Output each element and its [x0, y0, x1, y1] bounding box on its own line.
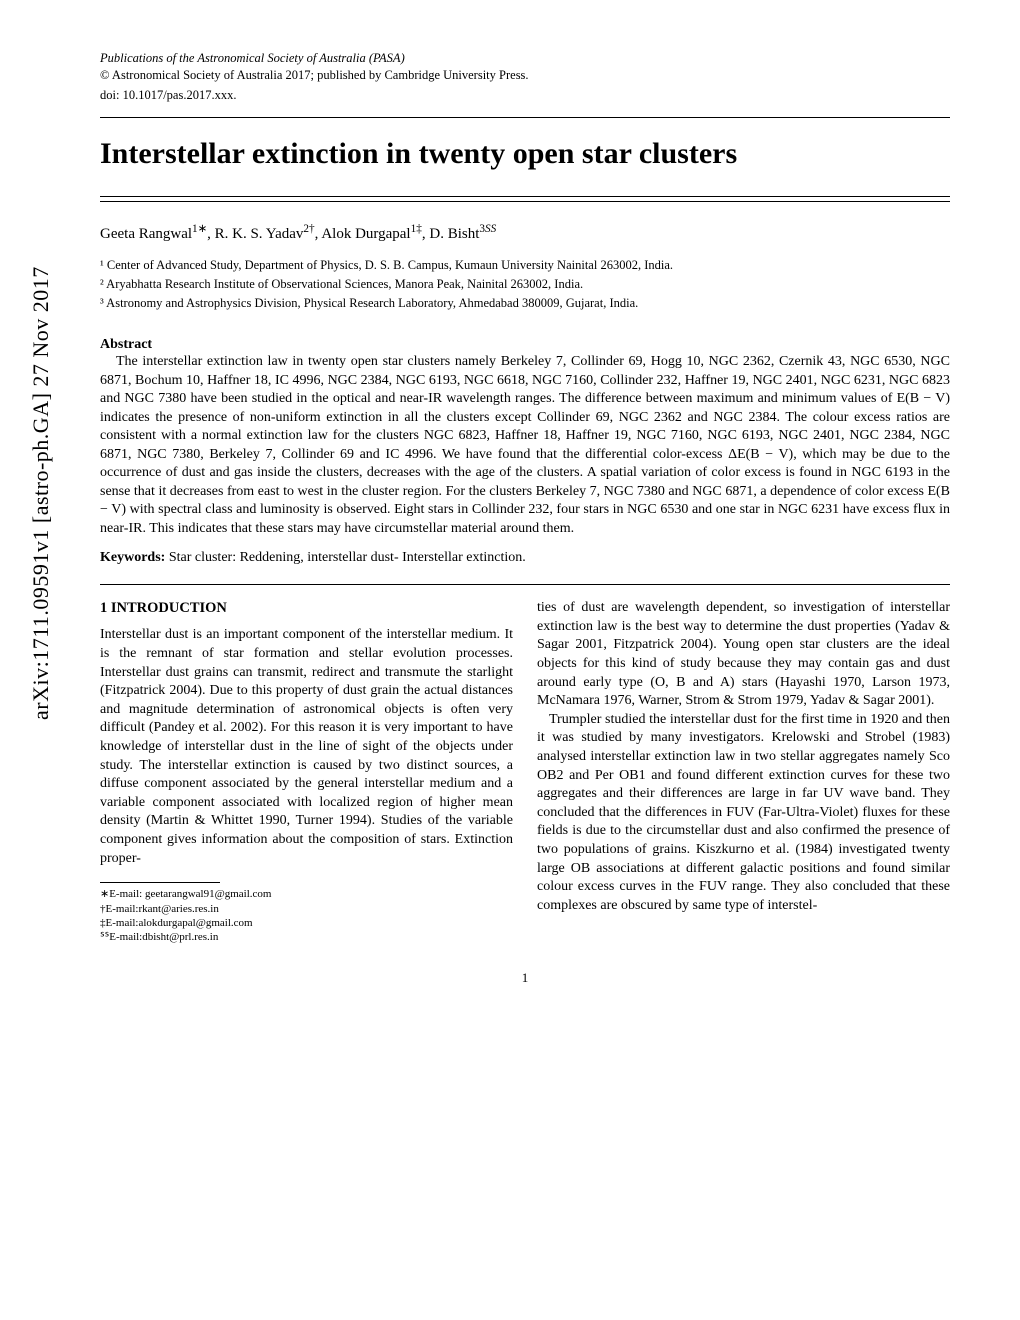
- affiliation-1: ¹ Center of Advanced Study, Department o…: [100, 257, 950, 274]
- section-1-heading: 1 INTRODUCTION: [100, 599, 513, 618]
- footnote-rule: [100, 882, 220, 883]
- intro-paragraph-1-cont: ties of dust are wavelength dependent, s…: [537, 599, 950, 711]
- page-number: 1: [100, 970, 950, 986]
- intro-paragraph-2: Trumpler studied the interstellar dust f…: [537, 711, 950, 916]
- affiliation-3: ³ Astronomy and Astrophysics Division, P…: [100, 295, 950, 312]
- footnote-3: ‡E-mail:alokdurgapal@gmail.com: [100, 916, 513, 930]
- keywords-text: Star cluster: Reddening, interstellar du…: [165, 550, 525, 565]
- intro-paragraph-1: Interstellar dust is an important compon…: [100, 626, 513, 868]
- author-list: Geeta Rangwal1∗, R. K. S. Yadav2†, Alok …: [100, 222, 950, 243]
- journal-copyright: © Astronomical Society of Australia 2017…: [100, 68, 529, 82]
- title-rule-2: [100, 201, 950, 202]
- top-rule: [100, 117, 950, 118]
- keywords-label: Keywords:: [100, 550, 165, 565]
- footnote-2: †E-mail:rkant@aries.res.in: [100, 902, 513, 916]
- footnote-4: ᔆᔆE-mail:dbisht@prl.res.in: [100, 930, 513, 944]
- journal-header: Publications of the Astronomical Society…: [100, 50, 950, 84]
- affiliation-2: ² Aryabhatta Research Institute of Obser…: [100, 276, 950, 293]
- abstract-rule: [100, 584, 950, 585]
- journal-name: Publications of the Astronomical Society…: [100, 51, 405, 65]
- paper-title: Interstellar extinction in twenty open s…: [100, 136, 950, 172]
- left-column: 1 INTRODUCTION Interstellar dust is an i…: [100, 599, 513, 944]
- arxiv-stamp: arXiv:1711.09591v1 [astro-ph.GA] 27 Nov …: [28, 266, 54, 720]
- doi-line: doi: 10.1017/pas.2017.xxx.: [100, 88, 950, 103]
- footnote-1: ∗E-mail: geetarangwal91@gmail.com: [100, 887, 513, 901]
- abstract-text: The interstellar extinction law in twent…: [100, 353, 950, 538]
- abstract-label: Abstract: [100, 337, 950, 353]
- right-column: ties of dust are wavelength dependent, s…: [537, 599, 950, 944]
- keywords-line: Keywords: Star cluster: Reddening, inter…: [100, 550, 950, 566]
